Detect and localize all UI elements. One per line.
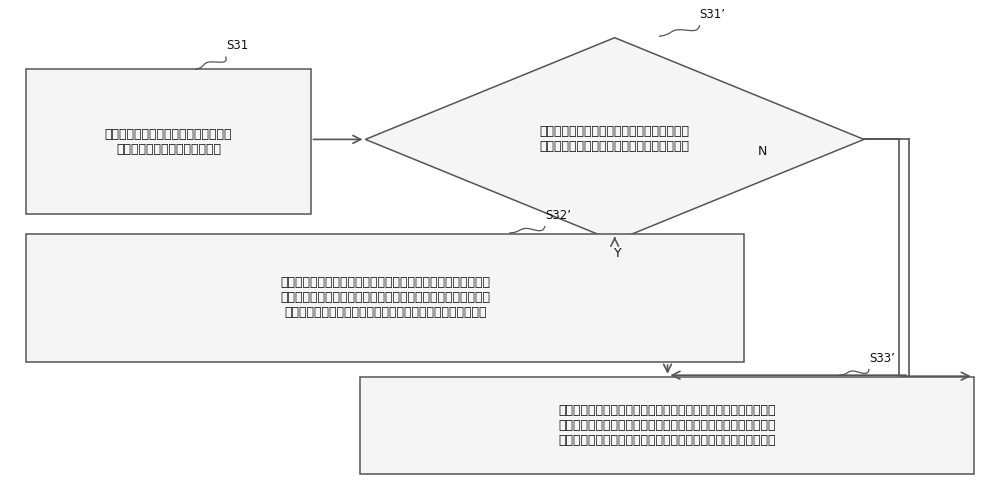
Text: 保持不小于单声道音频数据信号第一时刻的信号峰值的单声道音频
数据信号当前时刻的信号峰值，并将不小于单声道音频数据信号第
一时刻的信号峰值的单声道音频数据信号当前: 保持不小于单声道音频数据信号第一时刻的信号峰值的单声道音频 数据信号当前时刻的信… xyxy=(558,404,776,447)
FancyBboxPatch shape xyxy=(26,69,311,214)
Text: S33’: S33’ xyxy=(869,352,895,365)
FancyBboxPatch shape xyxy=(360,376,974,473)
Text: S31: S31 xyxy=(226,39,248,52)
Text: 将单声道音频数据信号当前时刻的信号峰值强行更新为单声道数
据信号第一时刻的信号峰值，并将更新为单声道数据信号第一时
刻的信号峰值的单声道音频数据信号当前时刻的信: 将单声道音频数据信号当前时刻的信号峰值强行更新为单声道数 据信号第一时刻的信号峰… xyxy=(280,277,490,319)
Text: N: N xyxy=(757,145,767,158)
Text: 判断单声道音频数据信号当前时刻的信号峰值
是否小于单声道数据信号第一时刻的信号峰值: 判断单声道音频数据信号当前时刻的信号峰值 是否小于单声道数据信号第一时刻的信号峰… xyxy=(540,125,690,153)
Text: S31’: S31’ xyxy=(699,8,725,21)
Polygon shape xyxy=(365,37,864,241)
FancyBboxPatch shape xyxy=(26,234,744,362)
Text: 检测单声道音频数据信号是多媒体音频
数据信号还是语音音频数据信号: 检测单声道音频数据信号是多媒体音频 数据信号还是语音音频数据信号 xyxy=(105,128,232,156)
Text: S32’: S32’ xyxy=(545,209,571,222)
Text: Y: Y xyxy=(614,247,621,261)
